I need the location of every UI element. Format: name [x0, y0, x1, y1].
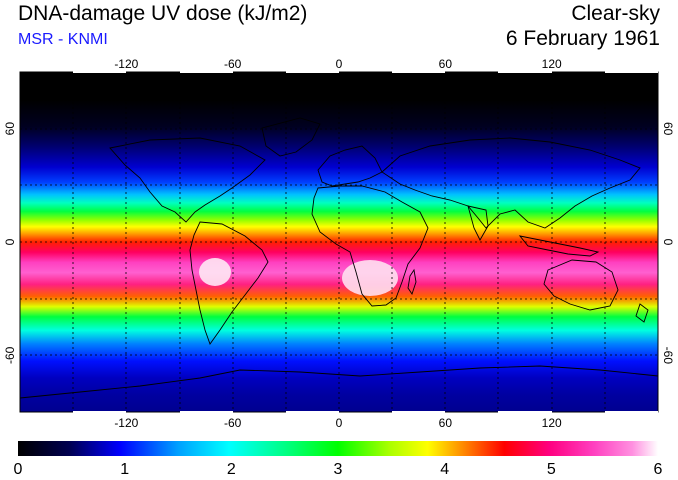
date-label: 6 February 1961 [505, 27, 660, 50]
lat-label-right: 60 [661, 122, 675, 136]
lat-label-right: 0 [661, 239, 675, 246]
colorbar-label: 0 [14, 461, 23, 478]
lat-label-right: -60 [661, 347, 675, 365]
frame-segment [180, 411, 233, 414]
map-title: DNA-damage UV dose (kJ/m2) [18, 2, 308, 25]
latitude-labels-right: 60 0 -60 [661, 122, 675, 364]
lon-label-top: 120 [542, 57, 562, 71]
antarctica-outline [20, 365, 658, 399]
lon-label-bottom: -60 [224, 416, 242, 430]
colorbar-label: 2 [227, 461, 236, 478]
madagascar-outline [407, 268, 417, 296]
lon-label-bottom: 60 [439, 416, 453, 430]
india-outline [467, 205, 489, 241]
lon-label-bottom: 120 [542, 416, 562, 430]
frame-segment [392, 411, 445, 414]
colorbar-label: 5 [547, 461, 556, 478]
lat-label-left: 0 [3, 238, 17, 245]
frame-segment [498, 411, 552, 414]
frame-segment [605, 70, 658, 73]
source-label: MSR - KNMI [18, 31, 108, 48]
south-america-high-dose-patch [199, 258, 231, 286]
colorbar-label: 6 [654, 461, 663, 478]
south-america-outline [189, 221, 269, 345]
lon-label-top: -120 [114, 57, 138, 71]
lat-label-left: -60 [3, 346, 17, 364]
lon-label-top: -60 [224, 57, 242, 71]
frame-segment [73, 70, 126, 73]
frame-segment [498, 70, 552, 73]
colorbar-label: 1 [120, 461, 129, 478]
frame-segment [286, 70, 339, 73]
frame-segment [73, 411, 126, 414]
new-zealand-outline [635, 303, 649, 323]
asia-outline [381, 137, 641, 229]
north-america-outline [109, 137, 266, 223]
frame-segment [605, 411, 658, 414]
frame-ticks [73, 70, 658, 414]
lon-label-top: 60 [439, 57, 453, 71]
frame-segment [180, 70, 233, 73]
australia-outline [543, 259, 619, 311]
lon-label-bottom: -120 [114, 416, 138, 430]
graticule [20, 72, 658, 412]
colorbar-label: 4 [440, 461, 449, 478]
colorbar-labels: 0 1 2 3 4 5 6 [14, 461, 663, 478]
latitude-labels-left: 60 0 -60 [3, 122, 17, 364]
frame-segment [286, 411, 339, 414]
longitude-labels-top: -120 -60 0 60 120 [114, 57, 562, 71]
colorbar [18, 441, 658, 456]
colorbar-label: 3 [334, 461, 343, 478]
africa-high-dose-patch [342, 260, 398, 296]
lon-label-bottom: 0 [336, 416, 343, 430]
africa-outline [311, 185, 429, 307]
longitude-labels-bottom: -120 -60 0 60 120 [114, 416, 562, 430]
frame-segment [392, 70, 445, 73]
sky-condition-label: Clear-sky [571, 2, 660, 25]
lat-label-left: 60 [3, 122, 17, 136]
lon-label-top: 0 [336, 57, 343, 71]
greenland-outline [261, 117, 321, 157]
